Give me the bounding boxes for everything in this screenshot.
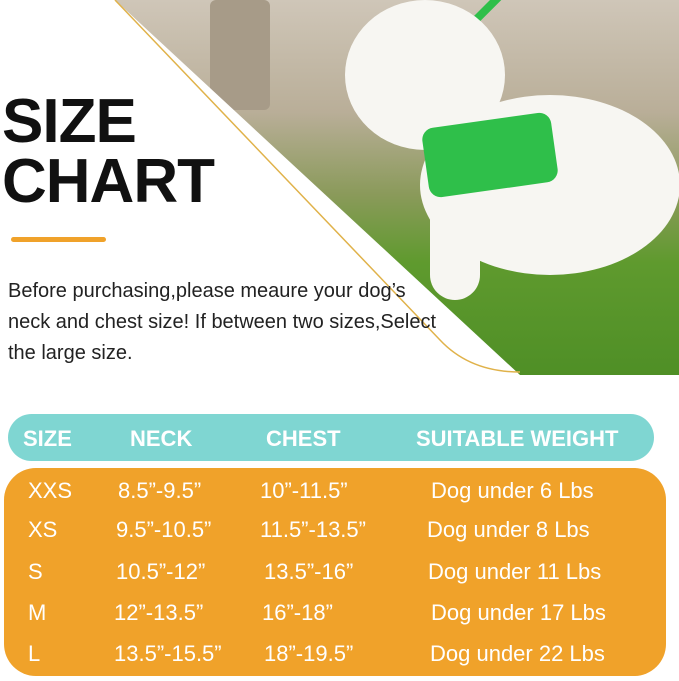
cell-neck: 9.5”-10.5”	[116, 517, 212, 542]
cell-chest: 18”-19.5”	[264, 641, 354, 666]
cell-chest: 11.5”-13.5”	[260, 517, 366, 542]
table-row: L 13.5”-15.5” 18”-19.5” Dog under 22 Lbs	[4, 641, 666, 681]
cell-size: S	[28, 559, 43, 584]
table-header: SIZE NECK CHEST SUITABLE WEIGHT	[8, 414, 654, 461]
cell-neck: 8.5”-9.5”	[118, 478, 202, 503]
cell-chest: 13.5”-16”	[264, 559, 354, 584]
page-title: SIZE CHART	[2, 87, 215, 216]
cell-size: M	[28, 600, 47, 625]
header-neck: NECK	[130, 426, 193, 451]
cell-weight: Dog under 6 Lbs	[431, 478, 594, 503]
cell-weight: Dog under 11 Lbs	[428, 559, 602, 584]
cell-neck: 10.5”-12”	[116, 559, 206, 584]
cell-size: L	[28, 641, 41, 666]
table-row: S 10.5”-12” 13.5”-16” Dog under 11 Lbs	[4, 559, 666, 599]
cell-chest: 16”-18”	[262, 600, 333, 625]
cell-weight: Dog under 8 Lbs	[427, 517, 590, 542]
cell-size: XXS	[28, 478, 73, 503]
header-size: SIZE	[23, 426, 72, 451]
table-row: M 12”-13.5” 16”-18” Dog under 17 Lbs	[4, 600, 666, 640]
cell-neck: 12”-13.5”	[114, 600, 204, 625]
title-line-1: SIZE	[2, 87, 137, 156]
header-chest: CHEST	[266, 426, 341, 451]
title-underline	[11, 237, 106, 242]
table-body: XXS 8.5”-9.5” 10”-11.5” Dog under 6 Lbs …	[4, 468, 666, 676]
table-row: XS 9.5”-10.5” 11.5”-13.5” Dog under 8 Lb…	[4, 517, 666, 557]
header-weight: SUITABLE WEIGHT	[416, 426, 619, 451]
white-panel	[114, 0, 521, 373]
cell-neck: 13.5”-15.5”	[114, 641, 222, 666]
cell-size: XS	[28, 517, 58, 542]
tree-trunk	[210, 0, 270, 110]
intro-text: Before purchasing,please meaure your dog…	[8, 280, 436, 364]
table-row: XXS 8.5”-9.5” 10”-11.5” Dog under 6 Lbs	[4, 478, 666, 518]
cell-chest: 10”-11.5”	[260, 478, 348, 503]
dog-leg	[430, 190, 480, 300]
cell-weight: Dog under 17 Lbs	[431, 600, 606, 625]
cell-weight: Dog under 22 Lbs	[430, 641, 605, 666]
title-line-2: CHART	[2, 147, 215, 216]
